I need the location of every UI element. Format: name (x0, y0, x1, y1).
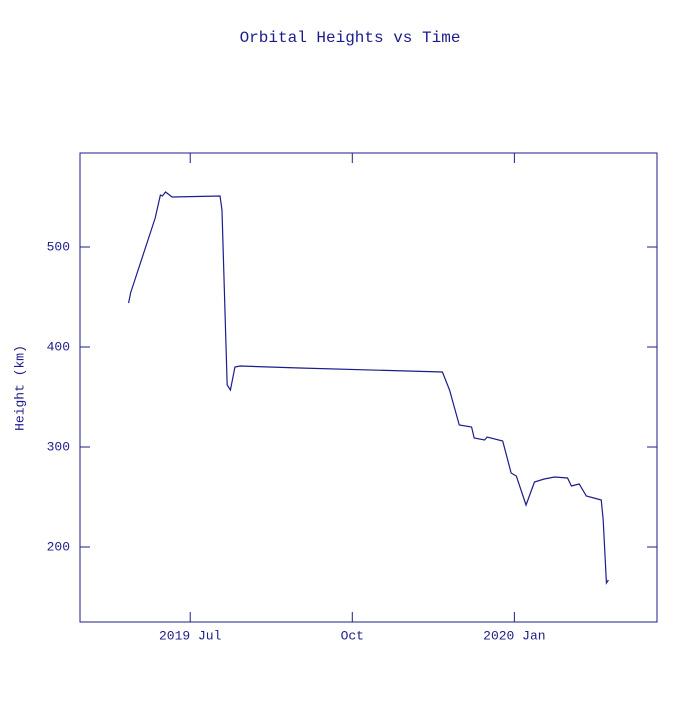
data-line (128, 191, 609, 585)
x-tick-label: 2020 Jan (483, 628, 545, 643)
y-tick-label: 400 (47, 339, 70, 354)
y-axis-label: Height (km) (12, 345, 27, 431)
chart-title: Orbital Heights vs Time (240, 29, 461, 47)
plot-frame (79, 152, 658, 623)
x-tick-label: Oct (341, 628, 364, 643)
x-tick-label: 2019 Jul (159, 628, 222, 643)
y-tick-label: 200 (47, 539, 70, 554)
y-tick-label: 500 (47, 239, 70, 254)
y-tick-label: 300 (47, 439, 70, 454)
